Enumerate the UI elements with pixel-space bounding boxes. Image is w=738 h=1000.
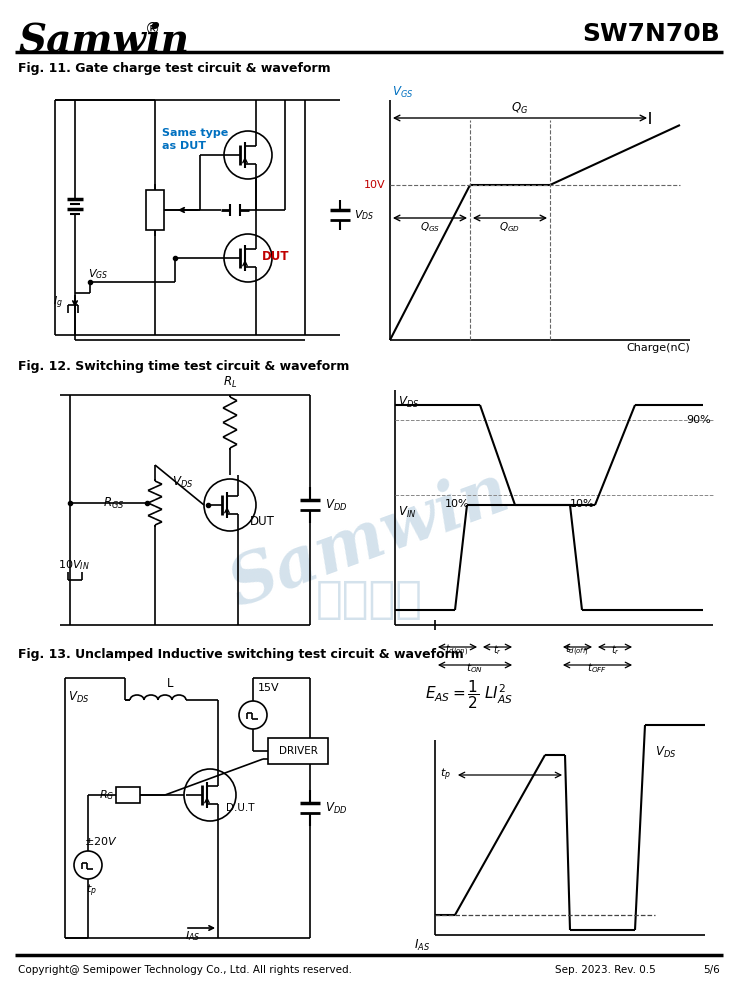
Text: $t_r$: $t_r$ [610, 643, 619, 657]
Text: $t_r$: $t_r$ [492, 643, 502, 657]
Text: 10%: 10% [570, 499, 595, 509]
Bar [146, 190, 164, 230]
Text: $V_{GS}$: $V_{GS}$ [392, 85, 413, 100]
Text: $I_{AS}$: $I_{AS}$ [184, 929, 200, 943]
Text: $V_{DS}$: $V_{DS}$ [354, 208, 374, 222]
Text: DUT: DUT [250, 515, 275, 528]
Text: Sep. 2023. Rev. 0.5: Sep. 2023. Rev. 0.5 [555, 965, 656, 975]
Text: $V_{IN}$: $V_{IN}$ [398, 505, 416, 520]
Text: $V_{DD}$: $V_{DD}$ [325, 497, 348, 513]
Text: 世瑞电子: 世瑞电子 [316, 578, 422, 621]
Text: as DUT: as DUT [162, 141, 206, 151]
Text: Copyright@ Semipower Technology Co., Ltd. All rights reserved.: Copyright@ Semipower Technology Co., Ltd… [18, 965, 352, 975]
Text: $V_{DS}$: $V_{DS}$ [655, 745, 676, 760]
Text: ®: ® [145, 22, 160, 37]
Text: Samwin: Samwin [220, 459, 518, 621]
Text: 10%: 10% [445, 499, 469, 509]
Text: $10V_{IN}$: $10V_{IN}$ [58, 558, 89, 572]
Text: SW7N70B: SW7N70B [582, 22, 720, 46]
Text: $V_{GS}$: $V_{GS}$ [88, 267, 108, 281]
Text: Charge(nC): Charge(nC) [627, 343, 690, 353]
Text: Fig. 13. Unclamped Inductive switching test circuit & waveform: Fig. 13. Unclamped Inductive switching t… [18, 648, 463, 661]
Text: $t_{d(on)}$: $t_{d(on)}$ [445, 643, 469, 658]
Text: Fig. 12. Switching time test circuit & waveform: Fig. 12. Switching time test circuit & w… [18, 360, 349, 373]
Text: Same type: Same type [162, 128, 228, 138]
Text: Fig. 11. Gate charge test circuit & waveform: Fig. 11. Gate charge test circuit & wave… [18, 62, 331, 75]
Text: $V_{DD}$: $V_{DD}$ [325, 800, 348, 816]
Text: $V_{DS}$: $V_{DS}$ [172, 475, 193, 490]
Text: $t_{ON}$: $t_{ON}$ [466, 661, 483, 675]
Text: 5/6: 5/6 [703, 965, 720, 975]
Text: $t_p$: $t_p$ [440, 767, 451, 783]
Text: $t_{d(off)}$: $t_{d(off)}$ [565, 643, 589, 658]
Text: 15V: 15V [258, 683, 280, 693]
Bar [116, 787, 140, 803]
Text: D.U.T: D.U.T [226, 803, 255, 813]
Text: $R_G$: $R_G$ [99, 788, 114, 802]
Text: $R_{GS}$: $R_{GS}$ [103, 495, 125, 511]
Text: $Q_{GS}$: $Q_{GS}$ [420, 220, 440, 234]
Text: $Q_{GD}$: $Q_{GD}$ [500, 220, 520, 234]
Text: $I_{AS}$: $I_{AS}$ [414, 937, 430, 953]
Text: $V_{DS}$: $V_{DS}$ [398, 395, 419, 410]
Text: $I_g$: $I_g$ [53, 295, 63, 311]
Text: DRIVER: DRIVER [278, 746, 317, 756]
Text: DUT: DUT [262, 250, 289, 263]
Text: $Q_G$: $Q_G$ [511, 101, 528, 116]
Text: L: L [167, 677, 173, 690]
Text: $E_{AS}=\dfrac{1}{2}\ LI_{AS}^{2}$: $E_{AS}=\dfrac{1}{2}\ LI_{AS}^{2}$ [425, 678, 513, 711]
Bar [268, 738, 328, 764]
Text: $t_p$: $t_p$ [86, 883, 97, 899]
Text: 90%: 90% [686, 415, 711, 425]
Text: $\pm 20V$: $\pm 20V$ [84, 835, 118, 847]
Text: Samwin: Samwin [18, 22, 189, 60]
Text: 10V: 10V [363, 180, 385, 190]
Text: $R_L$: $R_L$ [223, 375, 237, 390]
Text: $t_{OFF}$: $t_{OFF}$ [587, 661, 607, 675]
Text: $V_{DS}$: $V_{DS}$ [68, 690, 89, 705]
